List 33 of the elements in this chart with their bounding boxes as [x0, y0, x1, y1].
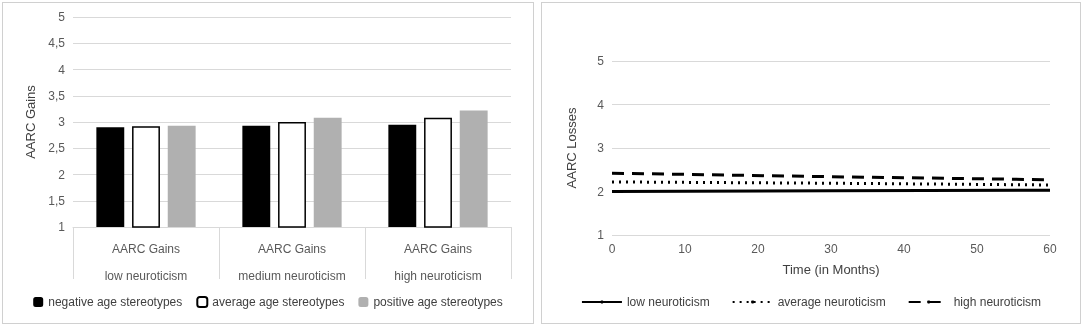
y-tick-label: 2,5: [48, 141, 66, 156]
y-tick-label: 4: [597, 97, 605, 112]
legend-label: low neuroticism: [626, 295, 710, 309]
x-tick-label: 40: [897, 242, 911, 256]
y-tick-label: 5: [597, 54, 605, 68]
y-tick-label: 5: [58, 10, 66, 24]
x-tick-label: 10: [678, 242, 692, 256]
y-tick-label: 4: [58, 62, 66, 77]
legend-label: negative age stereotypes: [48, 295, 183, 309]
legend-label: high neuroticism: [953, 295, 1042, 309]
x-tick-label: 0: [608, 242, 616, 256]
y-tick-label: 1: [597, 228, 605, 242]
y-tick-label: 2: [597, 184, 605, 199]
x-axis-title: Time (in Months): [782, 262, 880, 277]
x-tick-label: AARC Gains high neuroticism: [394, 241, 482, 283]
x-tick-label: 50: [970, 242, 984, 256]
legend-label: average age stereotypes: [212, 295, 345, 309]
x-tick-label: 30: [824, 242, 838, 256]
y-tick-label: 4,5: [48, 36, 66, 51]
x-tick-label: 60: [1043, 242, 1057, 256]
legend-label: positive age stereotypes: [373, 295, 503, 309]
y-tick-label: 3: [597, 141, 605, 155]
x-tick-label: AARC Gains low neuroticism: [104, 241, 188, 283]
y-tick-label: 1: [58, 220, 66, 234]
y-axis-title: AARC Gains: [23, 84, 39, 159]
y-tick-label: 3,5: [48, 88, 66, 103]
y-tick-label: 3: [58, 115, 66, 129]
y-tick-label: 2: [58, 167, 66, 182]
y-axis-title: AARC Losses: [564, 107, 579, 189]
x-tick-label: 20: [751, 242, 765, 256]
y-tick-label: 1,5: [48, 193, 66, 208]
legend-label: average neuroticism: [777, 295, 886, 309]
x-tick-label: AARC Gains medium neuroticism: [238, 241, 346, 283]
